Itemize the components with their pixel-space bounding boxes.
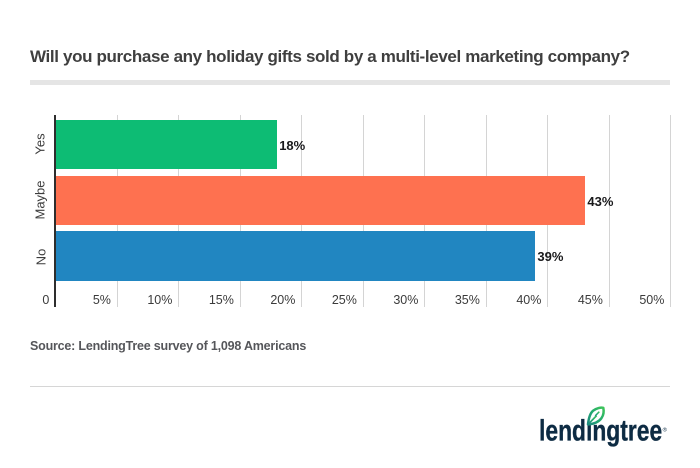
svg-text:®: ®	[663, 427, 668, 434]
